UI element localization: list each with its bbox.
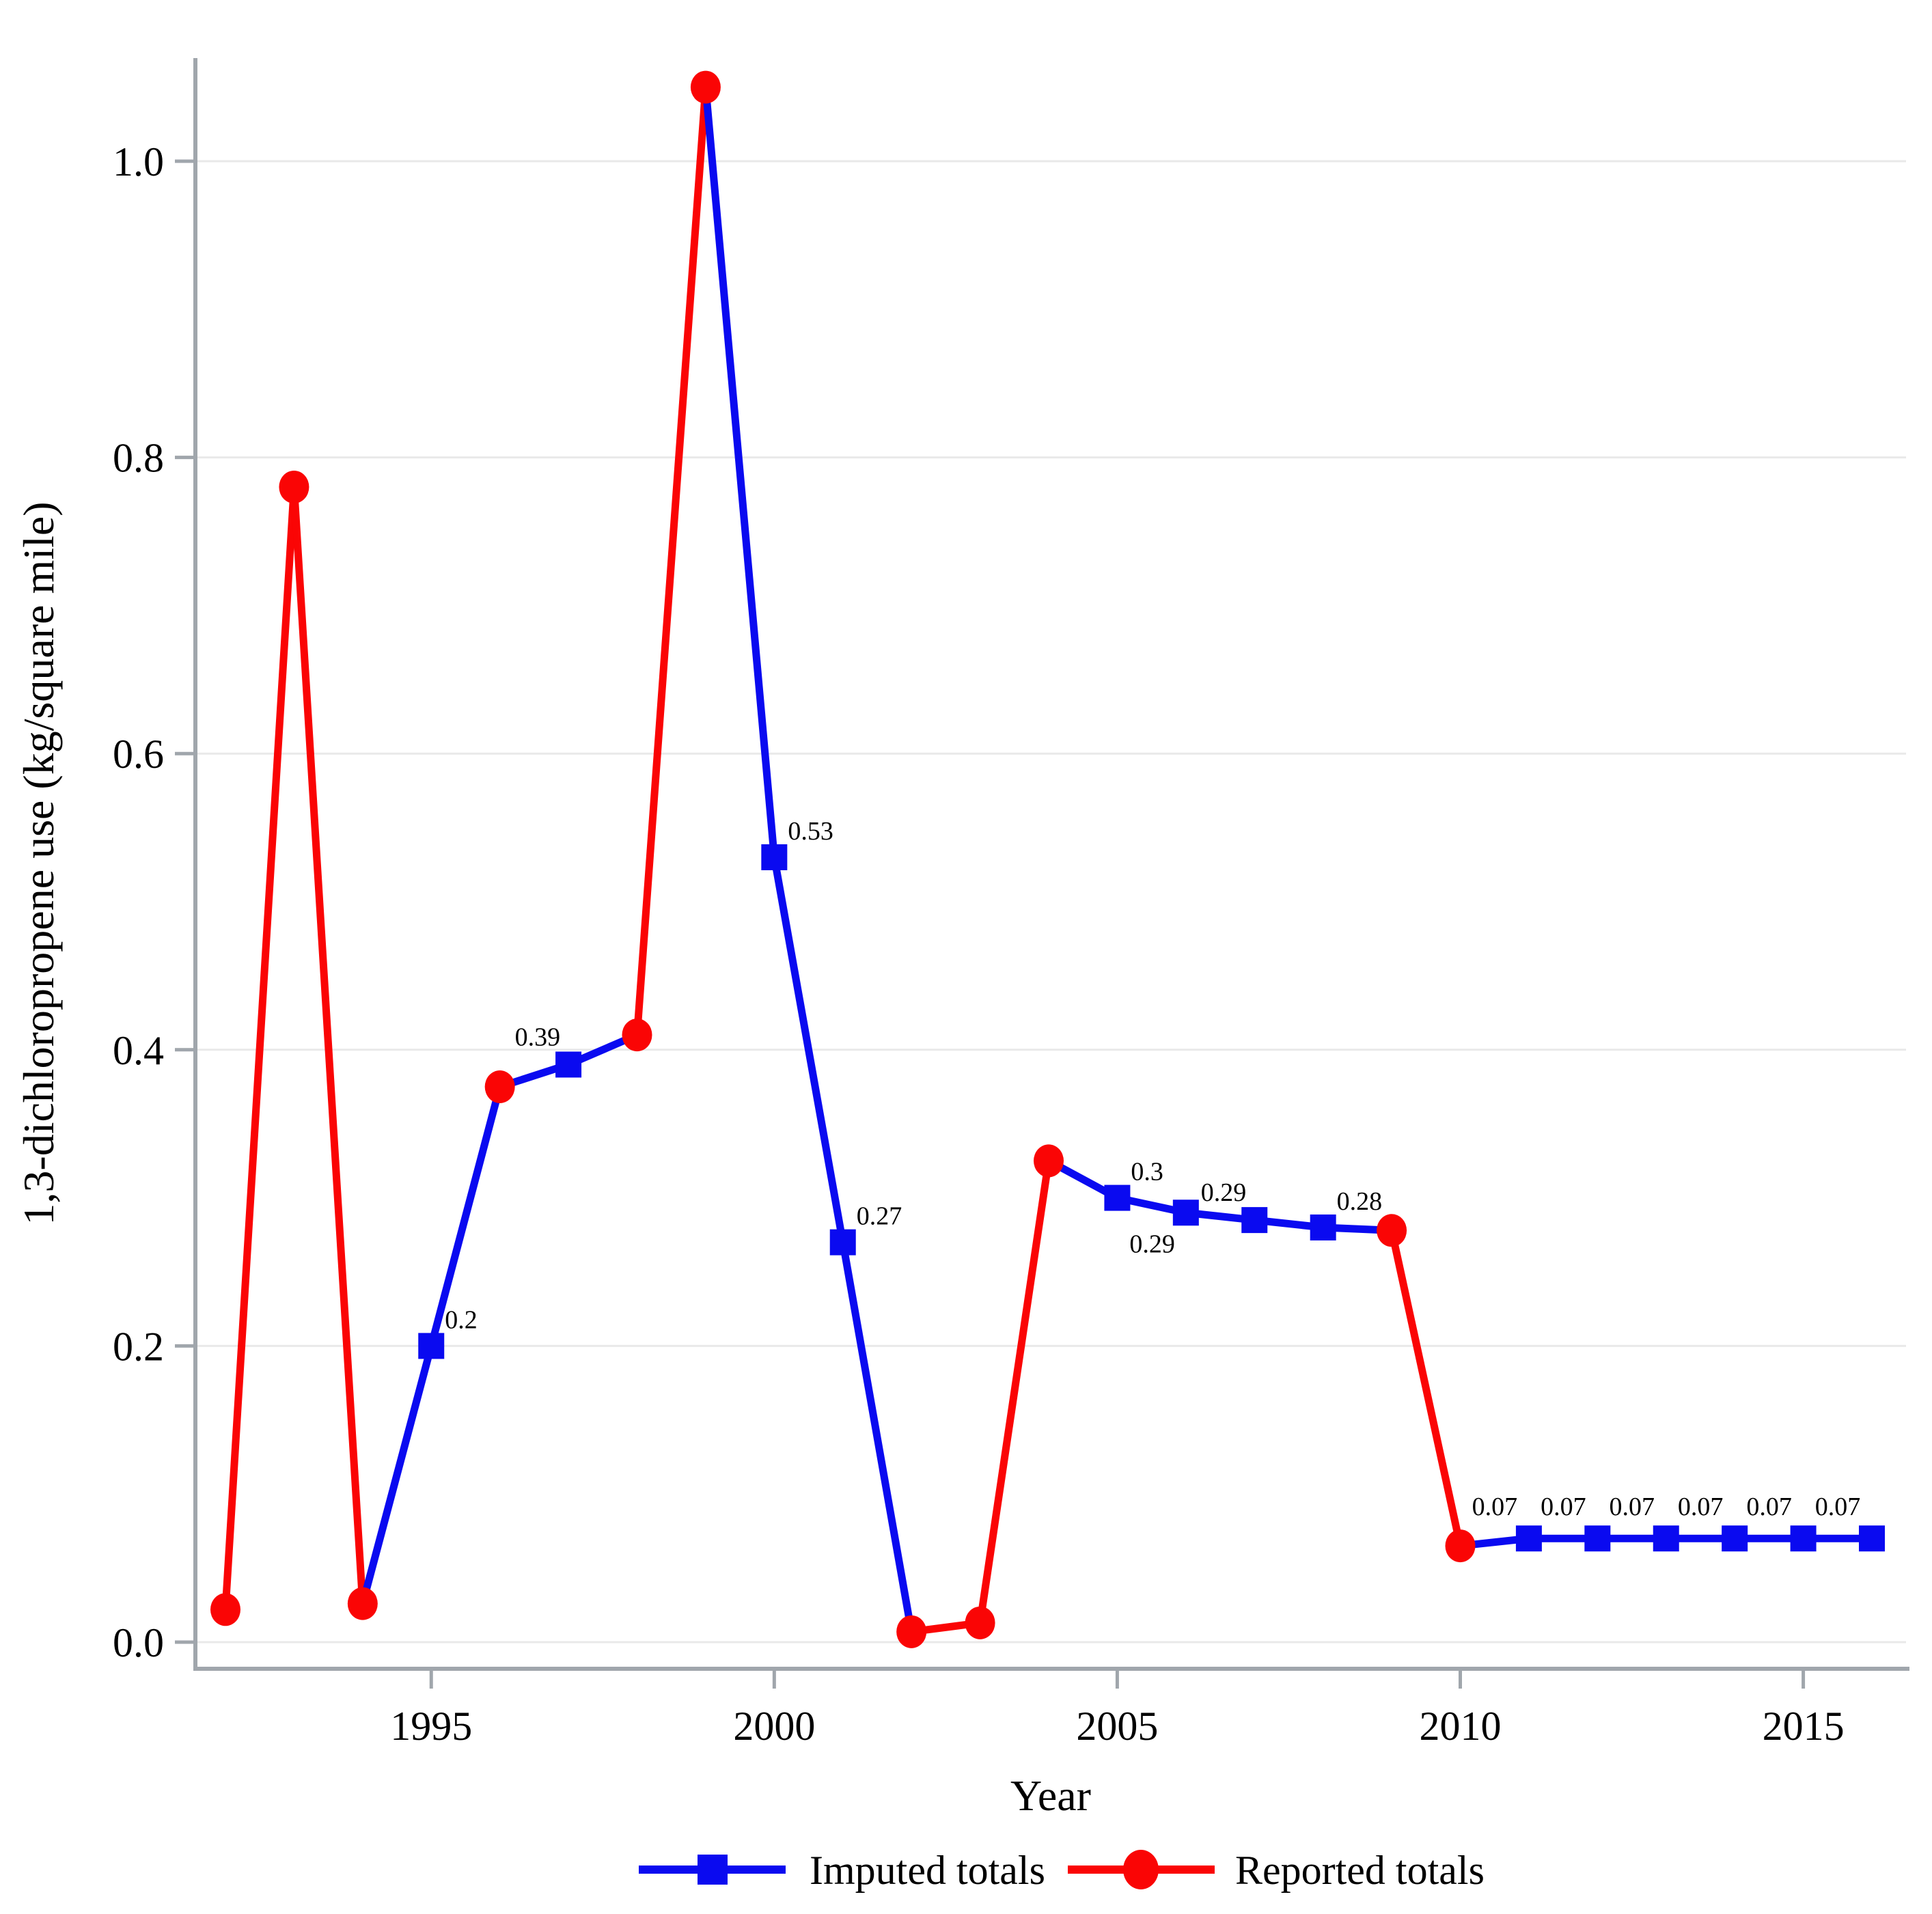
reported-circle-marker: [690, 70, 721, 104]
y-axis-tick-label: 0.6: [113, 732, 164, 777]
data-point-label: 0.07: [1746, 1493, 1792, 1521]
x-axis-tick-label: 2015: [1763, 1704, 1845, 1749]
reported-line-segment: [976, 1156, 1053, 1627]
data-point-label: 0.07: [1815, 1493, 1861, 1521]
data-point-label: 0.07: [1610, 1493, 1655, 1521]
imputed-line-segment: [770, 853, 847, 1247]
imputed-square-marker: [418, 1333, 445, 1359]
x-axis-tick-label: 2000: [733, 1704, 815, 1749]
imputed-square-marker: [1653, 1525, 1679, 1552]
imputed-square-marker: [761, 844, 788, 870]
x-axis-tick-label: 1995: [390, 1704, 472, 1749]
reported-circle-marker: [1445, 1529, 1476, 1563]
reported-circle-marker: [210, 1593, 240, 1626]
legend-reported-circle-marker-icon: [1123, 1850, 1159, 1889]
data-point-label: 0.07: [1541, 1493, 1586, 1521]
y-axis-tick-label: 0.4: [113, 1028, 164, 1073]
legend: Imputed totals Reported totals: [639, 1848, 1485, 1893]
y-axis-tick-label: 1.0: [113, 139, 164, 184]
reported-circle-marker: [279, 470, 309, 503]
data-point-label: 0.53: [788, 817, 833, 846]
data-point-label: 0.27: [857, 1202, 902, 1231]
reported-line-segment: [1388, 1226, 1465, 1550]
imputed-square-marker: [555, 1051, 582, 1078]
imputed-square-marker: [1104, 1184, 1131, 1211]
data-point-label: 0.3: [1131, 1158, 1163, 1187]
reported-circle-marker: [965, 1606, 995, 1639]
y-axis-tick-label: 0.0: [113, 1620, 164, 1665]
imputed-line-segment: [359, 1342, 435, 1608]
y-axis-tick-label: 0.8: [113, 436, 164, 481]
reported-circle-marker: [896, 1615, 927, 1648]
data-point-label: 0.29: [1201, 1178, 1247, 1207]
imputed-square-marker: [1241, 1207, 1268, 1234]
reported-line-segment: [633, 83, 710, 1039]
reported-circle-marker: [1034, 1144, 1064, 1178]
imputed-square-marker: [1790, 1525, 1817, 1552]
plot-area: 0.0 0.2 0.4 0.6 0.8 1.0 1995 2000 2005 2010 2015 0.…: [113, 58, 1909, 1749]
data-point-label: 0.07: [1472, 1493, 1518, 1521]
y-axis-tick-label: 0.2: [113, 1324, 164, 1369]
x-axis-tick-label: 2010: [1420, 1704, 1502, 1749]
x-axis-tick-label: 2005: [1076, 1704, 1158, 1749]
data-point-label: 0.2: [445, 1305, 478, 1334]
imputed-line-segment: [702, 83, 778, 861]
imputed-square-marker: [1722, 1525, 1748, 1552]
reported-circle-marker: [484, 1070, 515, 1103]
imputed-square-marker: [1310, 1214, 1336, 1240]
reported-circle-marker: [1377, 1214, 1407, 1247]
imputed-square-marker: [1584, 1525, 1611, 1552]
imputed-square-marker: [1172, 1199, 1199, 1226]
reported-line-segment: [221, 483, 298, 1613]
imputed-square-marker: [1515, 1525, 1542, 1552]
legend-imputed-label: Imputed totals: [810, 1848, 1045, 1893]
data-point-label: 0.29: [1129, 1230, 1175, 1258]
imputed-line-segment: [839, 1238, 915, 1636]
imputed-square-marker: [829, 1229, 856, 1256]
imputed-line-segment: [427, 1083, 504, 1350]
data-point-label: 0.07: [1678, 1493, 1724, 1521]
data-point-label: 0.39: [515, 1023, 561, 1051]
y-axis-title: 1,3-dichloropropene use (kg/square mile): [14, 501, 63, 1225]
legend-reported-label: Reported totals: [1235, 1848, 1485, 1893]
legend-imputed-square-marker-icon: [698, 1855, 728, 1885]
data-point-label: 0.28: [1337, 1187, 1383, 1216]
reported-line-segment: [290, 483, 367, 1608]
reported-circle-marker: [622, 1018, 652, 1052]
x-axis-title: Year: [1010, 1771, 1091, 1820]
imputed-square-marker: [1859, 1525, 1886, 1552]
reported-circle-marker: [347, 1587, 378, 1620]
